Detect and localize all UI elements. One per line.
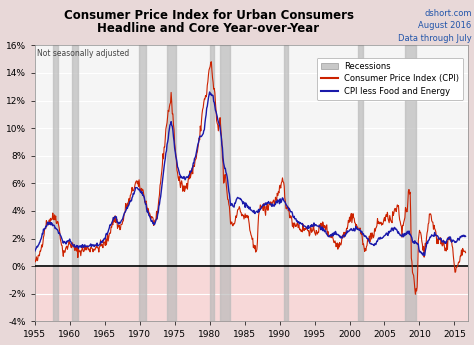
Bar [358,45,363,322]
Bar [283,45,288,322]
Bar [220,45,230,322]
Bar [139,45,146,322]
Bar [210,45,214,322]
Bar [405,45,416,322]
Bar [54,45,58,322]
Text: Consumer Price Index for Urban Consumers: Consumer Price Index for Urban Consumers [64,9,354,22]
Bar [167,45,176,322]
Legend: Recessions, Consumer Price Index (CPI), CPI less Food and Energy: Recessions, Consumer Price Index (CPI), … [317,58,464,100]
Text: dshort.com
August 2016
Data through July: dshort.com August 2016 Data through July [398,9,472,43]
Text: Not seasonally adjusted: Not seasonally adjusted [37,49,129,58]
Bar [35,266,468,322]
Text: Headline and Core Year-over-Year: Headline and Core Year-over-Year [98,22,319,36]
Bar [35,45,468,266]
Bar [72,45,78,322]
